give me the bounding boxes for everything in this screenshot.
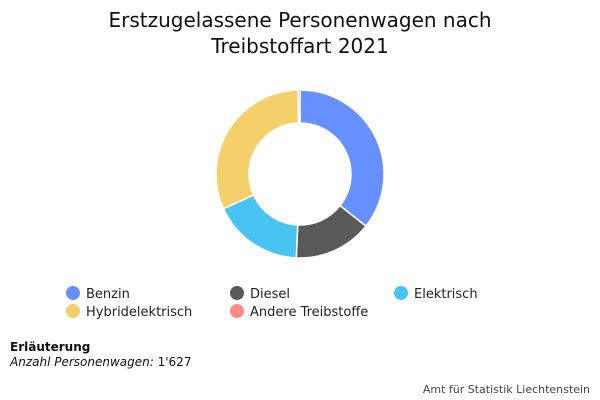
legend-item-hybridelektrisch[interactable]: Hybridelektrisch bbox=[66, 304, 192, 322]
slice-andere-treibstoffe[interactable] bbox=[296, 89, 301, 124]
legend-dot-icon bbox=[66, 286, 80, 300]
slice-benzin[interactable] bbox=[299, 89, 385, 228]
legend-label: Benzin bbox=[86, 287, 130, 302]
legend-item-diesel[interactable]: Diesel bbox=[230, 286, 290, 304]
note-value: 1'627 bbox=[157, 355, 192, 369]
chart-title: Erstzugelassene Personenwagen nach Treib… bbox=[0, 7, 600, 59]
legend-item-andere-treibstoffe[interactable]: Andere Treibstoffe bbox=[230, 304, 368, 322]
chart-title-line-1: Erstzugelassene Personenwagen nach bbox=[108, 8, 492, 32]
legend-label: Elektrisch bbox=[414, 287, 478, 302]
note-title: Erläuterung bbox=[10, 340, 91, 354]
note-label: Anzahl Personenwagen: bbox=[10, 355, 154, 369]
legend-item-benzin[interactable]: Benzin bbox=[66, 286, 130, 304]
legend-item-elektrisch[interactable]: Elektrisch bbox=[394, 286, 478, 304]
note-box: Erläuterung Anzahl Personenwagen: 1'627 bbox=[10, 340, 191, 370]
legend-dot-icon bbox=[230, 286, 244, 300]
donut-chart bbox=[215, 89, 385, 259]
legend-label: Hybridelektrisch bbox=[86, 305, 193, 320]
slice-elektrisch[interactable] bbox=[222, 194, 299, 259]
legend-label: Diesel bbox=[250, 287, 291, 302]
legend-dot-icon bbox=[394, 286, 408, 300]
slice-hybridelektrisch[interactable] bbox=[215, 89, 300, 210]
note-line: Anzahl Personenwagen: 1'627 bbox=[10, 355, 191, 370]
legend-dot-icon bbox=[230, 304, 244, 318]
legend-dot-icon bbox=[66, 304, 80, 318]
source-credit: Amt für Statistik Liechtenstein bbox=[422, 383, 590, 396]
chart-title-line-2: Treibstoffart 2021 bbox=[211, 34, 389, 58]
legend-label: Andere Treibstoffe bbox=[250, 305, 369, 320]
